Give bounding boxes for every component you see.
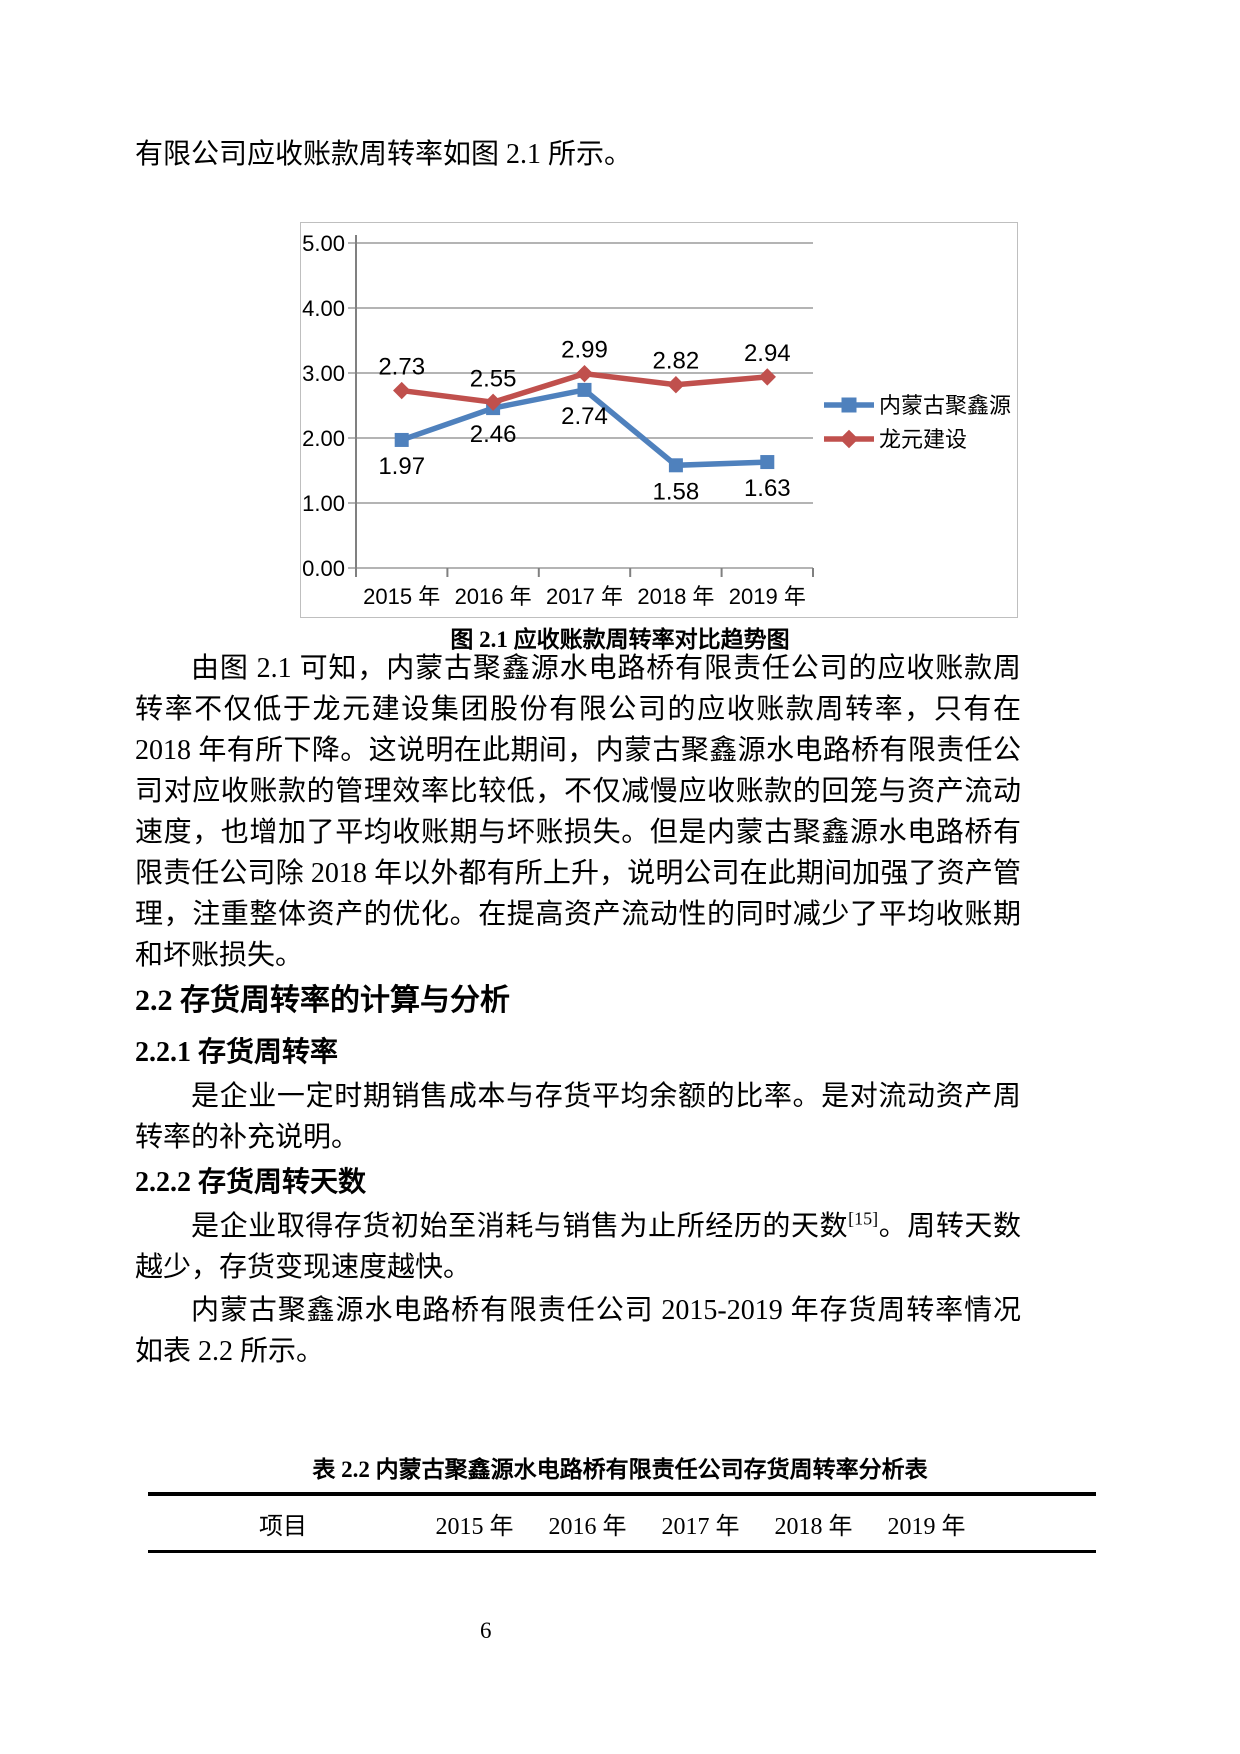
legend-label-1: 龙元建设: [879, 427, 967, 452]
y-tick-label: 1.00: [302, 491, 345, 516]
inventory-turnover-text: 是企业一定时期销售成本与存货平均余额的比率。是对流动资产周转率的补充说明。: [135, 1081, 1021, 1153]
table-header-2019: 2019 年: [887, 1513, 966, 1540]
series-0-marker: [394, 432, 409, 447]
series-1-marker: [667, 376, 685, 394]
series-1-marker: [758, 368, 776, 386]
figure-caption: 图 2.1 应收账款周转率对比趋势图: [450, 627, 790, 652]
intro-text: 有限公司应收账款周转率如图 2.1 所示。: [135, 139, 633, 170]
legend-marker-1: [839, 429, 859, 449]
legend-label-0: 内蒙古聚鑫源: [879, 393, 1011, 418]
table-header-2017: 2017 年: [661, 1513, 740, 1540]
table-intro-text: 内蒙古聚鑫源水电路桥有限责任公司 2015-2019 年存货周转率情况如表 2.…: [135, 1295, 1021, 1367]
series-1-data-label: 2.94: [744, 340, 791, 367]
table-header-row: 项目 2015 年 2016 年 2017 年 2018 年 2019 年: [148, 1496, 1096, 1550]
section-heading-2-2-1: 2.2.1 存货周转率: [135, 1037, 339, 1068]
table-header-2015: 2015 年: [435, 1513, 514, 1540]
turnover-days-text: 是企业取得存货初始至消耗与销售为止所经历的天数[15]。周转天数越少，存货变现速…: [135, 1206, 1021, 1288]
x-tick-label: 2017 年: [546, 584, 623, 609]
table-header-item: 项目: [259, 1513, 307, 1540]
x-tick-label: 2016 年: [455, 584, 532, 609]
turnover-days-text-pre: 是企业取得存货初始至消耗与销售为止所经历的天数: [191, 1211, 849, 1242]
y-tick-label: 3.00: [302, 361, 345, 386]
series-1-marker: [575, 364, 594, 383]
inventory-turnover-table: 项目 2015 年 2016 年 2017 年 2018 年 2019 年: [148, 1492, 1096, 1553]
y-tick-label: 4.00: [302, 296, 345, 321]
citation-superscript: [15]: [848, 1208, 879, 1229]
y-tick-label: 2.00: [302, 426, 345, 451]
series-0-data-label: 1.58: [653, 478, 700, 505]
series-0-data-label: 1.63: [744, 475, 791, 502]
x-tick-label: 2015 年: [363, 584, 440, 609]
analysis-paragraph: 由图 2.1 可知，内蒙古聚鑫源水电路桥有限责任公司的应收账款周转率不仅低于龙元…: [135, 653, 1021, 971]
table-caption: 表 2.2 内蒙古聚鑫源水电路桥有限责任公司存货周转率分析表: [312, 1457, 928, 1482]
series-0-marker: [668, 458, 683, 473]
figure-chart: 5.00 4.00 3.00 2.00 1.00 0.00 2015 年 2016 年 2017…: [300, 222, 1018, 618]
series-1-data-label: 2.73: [378, 354, 425, 381]
series-1-marker: [393, 381, 411, 400]
table-header-2018: 2018 年: [774, 1513, 853, 1540]
x-tick-label: 2018 年: [637, 584, 714, 609]
series-0-marker: [577, 382, 592, 397]
series-0-data-label: 2.74: [561, 403, 608, 430]
line-chart: 5.00 4.00 3.00 2.00 1.00 0.00 2015 年 2016 年 2017…: [302, 231, 1011, 609]
x-tick-label: 2019 年: [729, 584, 806, 609]
legend-marker-0: [841, 397, 857, 413]
section-heading-2-2: 2.2 存货周转率的计算与分析: [135, 984, 510, 1017]
series-0-marker: [760, 455, 775, 470]
table-header-2016: 2016 年: [548, 1513, 627, 1540]
page-number: 6: [480, 1618, 492, 1643]
series-0-data-label: 2.46: [470, 421, 517, 448]
series-1-data-label: 2.99: [561, 337, 608, 364]
series-1-data-label: 2.82: [653, 348, 700, 375]
section-heading-2-2-2: 2.2.2 存货周转天数: [135, 1167, 367, 1198]
series-1-data-label: 2.55: [470, 365, 517, 392]
series-1-marker: [484, 393, 502, 411]
turnover-days-text-post: 。周转天数越少，存货变现速度越快。: [135, 1211, 1021, 1283]
y-tick-label: 0.00: [302, 556, 345, 581]
series-0-data-label: 1.97: [378, 453, 425, 480]
y-tick-label: 5.00: [302, 231, 345, 256]
